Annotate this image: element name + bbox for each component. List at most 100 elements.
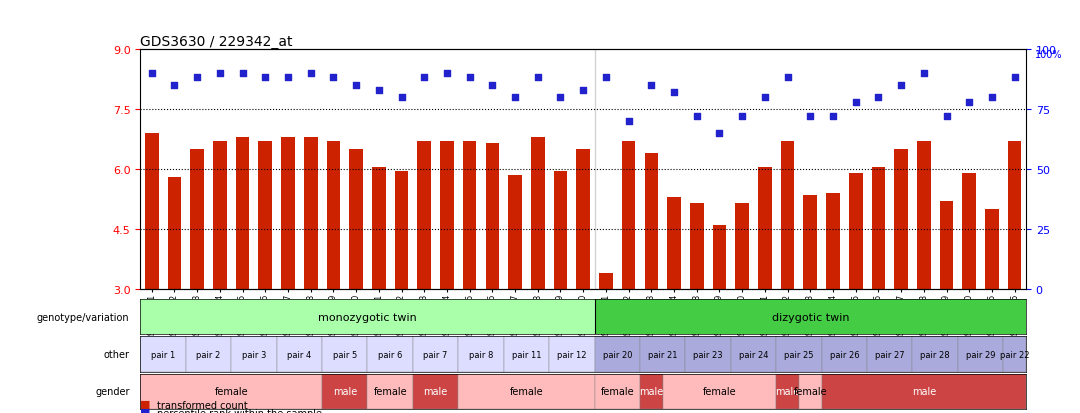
Text: pair 5: pair 5 [333, 350, 356, 358]
Bar [826, 193, 840, 289]
Text: female: female [215, 386, 248, 396]
FancyBboxPatch shape [367, 374, 413, 409]
Point [257, 75, 274, 82]
Bar [509, 176, 522, 289]
Bar [872, 167, 886, 289]
Bar [758, 167, 772, 289]
Point [348, 82, 365, 89]
Bar [531, 138, 544, 289]
FancyBboxPatch shape [595, 299, 1026, 335]
FancyBboxPatch shape [640, 337, 686, 372]
Text: pair 21: pair 21 [648, 350, 677, 358]
Bar [441, 141, 454, 289]
Bar [645, 153, 658, 289]
Text: pair 25: pair 25 [784, 350, 813, 358]
Text: pair 27: pair 27 [875, 350, 905, 358]
Text: pair 1: pair 1 [151, 350, 175, 358]
FancyBboxPatch shape [413, 337, 458, 372]
FancyBboxPatch shape [322, 374, 367, 409]
Point [847, 99, 864, 106]
Point [212, 70, 229, 77]
Bar [463, 141, 476, 289]
FancyBboxPatch shape [686, 337, 731, 372]
Point [643, 82, 660, 89]
Point [302, 70, 320, 77]
Bar [577, 150, 590, 289]
Point [892, 82, 909, 89]
Bar [849, 173, 863, 289]
FancyBboxPatch shape [367, 337, 413, 372]
Point [915, 70, 932, 77]
Text: other: other [104, 349, 130, 359]
FancyBboxPatch shape [777, 374, 799, 409]
Bar [372, 167, 386, 289]
Point [438, 70, 456, 77]
Bar [940, 201, 954, 289]
Point [166, 82, 184, 89]
Point [756, 94, 773, 101]
Text: GDS3630 / 229342_at: GDS3630 / 229342_at [140, 35, 293, 49]
Bar [145, 133, 159, 289]
Point [234, 70, 252, 77]
Point [620, 118, 637, 125]
FancyBboxPatch shape [913, 337, 958, 372]
Point [779, 75, 796, 82]
Bar [349, 150, 363, 289]
Point [575, 87, 592, 94]
Bar [418, 141, 431, 289]
Bar [167, 177, 181, 289]
Bar [622, 141, 635, 289]
FancyBboxPatch shape [140, 299, 595, 335]
FancyBboxPatch shape [1003, 337, 1026, 372]
Point [960, 99, 977, 106]
Bar [326, 141, 340, 289]
Text: pair 29: pair 29 [966, 350, 996, 358]
FancyBboxPatch shape [777, 337, 822, 372]
FancyBboxPatch shape [276, 337, 322, 372]
Bar [303, 138, 318, 289]
Bar [554, 171, 567, 289]
Point [665, 89, 683, 96]
Text: pair 22: pair 22 [1000, 350, 1029, 358]
Point [1005, 75, 1023, 82]
FancyBboxPatch shape [799, 374, 822, 409]
Text: percentile rank within the sample: percentile rank within the sample [157, 408, 322, 413]
FancyBboxPatch shape [140, 374, 322, 409]
Bar [985, 209, 999, 289]
Bar [599, 273, 612, 289]
Bar [917, 141, 931, 289]
Text: 100%: 100% [1035, 50, 1063, 59]
Point [325, 75, 342, 82]
Bar [1008, 141, 1022, 289]
FancyBboxPatch shape [867, 337, 913, 372]
Text: monozygotic twin: monozygotic twin [319, 312, 417, 322]
Bar [894, 150, 908, 289]
Bar [713, 225, 726, 289]
Point [529, 75, 546, 82]
Point [552, 94, 569, 101]
Point [869, 94, 887, 101]
FancyBboxPatch shape [640, 374, 663, 409]
Point [711, 130, 728, 137]
FancyBboxPatch shape [503, 337, 549, 372]
FancyBboxPatch shape [663, 374, 777, 409]
Point [597, 75, 615, 82]
FancyBboxPatch shape [958, 337, 1003, 372]
Point [801, 113, 819, 120]
Text: pair 20: pair 20 [603, 350, 632, 358]
Bar [486, 143, 499, 289]
FancyBboxPatch shape [186, 337, 231, 372]
Text: male: male [912, 386, 936, 396]
Text: male: male [639, 386, 663, 396]
FancyBboxPatch shape [731, 337, 777, 372]
Text: pair 7: pair 7 [423, 350, 448, 358]
Text: female: female [510, 386, 543, 396]
Text: gender: gender [95, 386, 130, 396]
Text: female: female [794, 386, 827, 396]
Text: female: female [600, 386, 634, 396]
Bar [394, 171, 408, 289]
FancyBboxPatch shape [822, 337, 867, 372]
Point [733, 113, 751, 120]
Point [280, 75, 297, 82]
Text: pair 28: pair 28 [920, 350, 950, 358]
